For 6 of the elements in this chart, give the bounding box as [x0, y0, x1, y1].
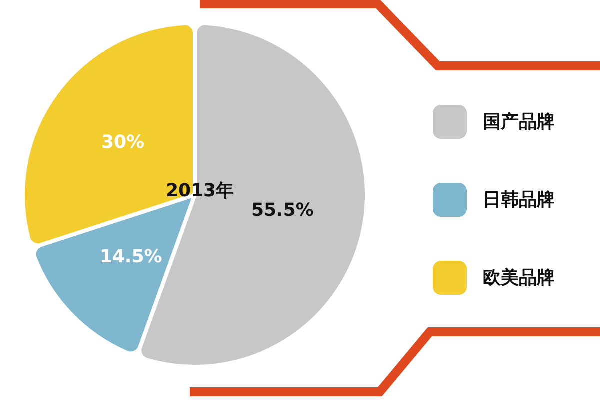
- data-label: 55.5%: [251, 200, 314, 221]
- data-label: 30%: [101, 132, 145, 154]
- data-label: 14.5%: [100, 246, 162, 268]
- legend-label: 日韩品牌: [483, 190, 555, 210]
- legend-label: 国产品牌: [483, 112, 555, 132]
- legend-label: 欧美品牌: [483, 268, 555, 288]
